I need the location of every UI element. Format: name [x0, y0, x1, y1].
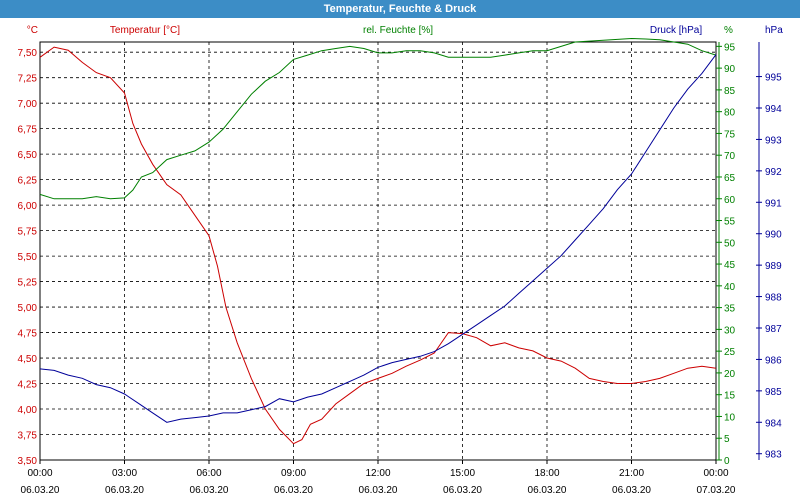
- series-group: [39, 37, 717, 445]
- x-tick-date: 06.03.20: [612, 485, 651, 496]
- pressure-tick-label: 985: [765, 387, 782, 398]
- temperature-tick-label: 5,25: [18, 278, 38, 289]
- pressure-unit-label: hPa: [765, 25, 783, 36]
- grid: [39, 41, 717, 461]
- x-tick-date: 07.03.20: [697, 485, 736, 496]
- x-axis: 00:00 06.03.20 03:00 06.03.20 06:00 06.03.20 0…: [21, 460, 736, 496]
- humidity-tick-label: 75: [724, 129, 736, 140]
- temperature-tick-label: 3,75: [18, 431, 38, 442]
- x-tick-time: 21:00: [619, 468, 644, 479]
- humidity-tick-label: 40: [724, 282, 736, 293]
- temperature-tick-label: 6,25: [18, 176, 38, 187]
- temperature-axis: °C 3,50 3,75 4,00 4,25 4,50 4,75 5,00 5,25 5,50 5…: [18, 25, 38, 467]
- pressure-tick-label: 991: [765, 198, 782, 209]
- temperature-unit-label: °C: [27, 25, 38, 36]
- temperature-tick-label: 4,00: [18, 405, 38, 416]
- humidity-legend: rel. Feuchte [%]: [363, 25, 433, 36]
- pressure-tick-label: 988: [765, 293, 782, 304]
- temperature-tick-label: 5,75: [18, 227, 38, 238]
- x-tick-date: 06.03.20: [443, 485, 482, 496]
- humidity-tick-label: 50: [724, 238, 736, 249]
- temperature-tick-label: 7,00: [18, 99, 38, 110]
- pressure-axis: hPa 983 984 985 986 987 988 989 990 991 992 993 994…: [756, 25, 783, 461]
- humidity-tick-label: 20: [724, 369, 736, 380]
- x-tick-time: 03:00: [112, 468, 137, 479]
- humidity-tick-label: 45: [724, 260, 736, 271]
- pressure-tick-label: 984: [765, 418, 782, 429]
- chart-area: °C 3,50 3,75 4,00 4,25 4,50 4,75 5,00 5,25 5,50 5…: [18, 25, 784, 496]
- x-tick-time: 00:00: [27, 468, 52, 479]
- temperature-tick-label: 4,25: [18, 380, 38, 391]
- temperature-tick-label: 7,50: [18, 48, 38, 59]
- pressure-tick-label: 989: [765, 261, 782, 272]
- pressure-tick-label: 994: [765, 104, 782, 115]
- humidity-tick-label: 95: [724, 42, 736, 53]
- humidity-tick-label: 60: [724, 195, 736, 206]
- humidity-axis: % 0 5 10 15 20 25 30 35 40 45 50 55 60 65 70 75 80 85 90 95: [716, 25, 736, 467]
- pressure-tick-label: 987: [765, 324, 782, 335]
- temperature-tick-label: 6,00: [18, 201, 38, 212]
- pressure-tick-label: 983: [765, 450, 782, 461]
- x-tick-time: 12:00: [365, 468, 390, 479]
- pressure-series-line: [39, 54, 717, 423]
- x-tick-time: 06:00: [196, 468, 221, 479]
- x-tick-time: 00:00: [703, 468, 728, 479]
- humidity-tick-label: 0: [724, 456, 730, 467]
- window-title: Temperatur, Feuchte & Druck: [0, 0, 800, 18]
- humidity-unit-label: %: [724, 25, 733, 36]
- humidity-tick-label: 30: [724, 325, 736, 336]
- x-tick-time: 15:00: [450, 468, 475, 479]
- x-tick-time: 09:00: [281, 468, 306, 479]
- humidity-tick-label: 80: [724, 108, 736, 119]
- temperature-tick-label: 4,50: [18, 354, 38, 365]
- x-tick-date: 06.03.20: [190, 485, 229, 496]
- pressure-tick-label: 990: [765, 230, 782, 241]
- temperature-legend: Temperatur [°C]: [110, 25, 180, 36]
- humidity-tick-label: 90: [724, 64, 736, 75]
- x-tick-date: 06.03.20: [105, 485, 144, 496]
- pressure-legend: Druck [hPa]: [650, 25, 702, 36]
- pressure-tick-label: 986: [765, 355, 782, 366]
- humidity-tick-label: 15: [724, 391, 736, 402]
- humidity-tick-label: 25: [724, 347, 736, 358]
- temperature-tick-label: 6,75: [18, 125, 38, 136]
- temperature-tick-label: 5,00: [18, 303, 38, 314]
- temperature-tick-label: 7,25: [18, 74, 38, 85]
- x-tick-date: 06.03.20: [21, 485, 60, 496]
- humidity-tick-label: 55: [724, 217, 736, 228]
- x-tick-date: 06.03.20: [359, 485, 398, 496]
- humidity-tick-label: 85: [724, 86, 736, 97]
- humidity-tick-label: 10: [724, 412, 736, 423]
- pressure-tick-label: 995: [765, 73, 782, 84]
- temperature-tick-label: 5,50: [18, 252, 38, 263]
- humidity-tick-label: 70: [724, 151, 736, 162]
- humidity-tick-label: 65: [724, 173, 736, 184]
- pressure-tick-label: 993: [765, 135, 782, 146]
- humidity-tick-label: 5: [724, 434, 730, 445]
- humidity-series-line: [39, 37, 717, 200]
- x-tick-date: 06.03.20: [528, 485, 567, 496]
- x-tick-date: 06.03.20: [274, 485, 313, 496]
- x-tick-time: 18:00: [534, 468, 559, 479]
- temperature-tick-label: 3,50: [18, 456, 38, 467]
- temperature-tick-label: 4,75: [18, 329, 38, 340]
- humidity-tick-label: 35: [724, 304, 736, 315]
- pressure-tick-label: 992: [765, 167, 782, 178]
- temperature-series-line: [39, 46, 717, 445]
- temperature-tick-label: 6,50: [18, 150, 38, 161]
